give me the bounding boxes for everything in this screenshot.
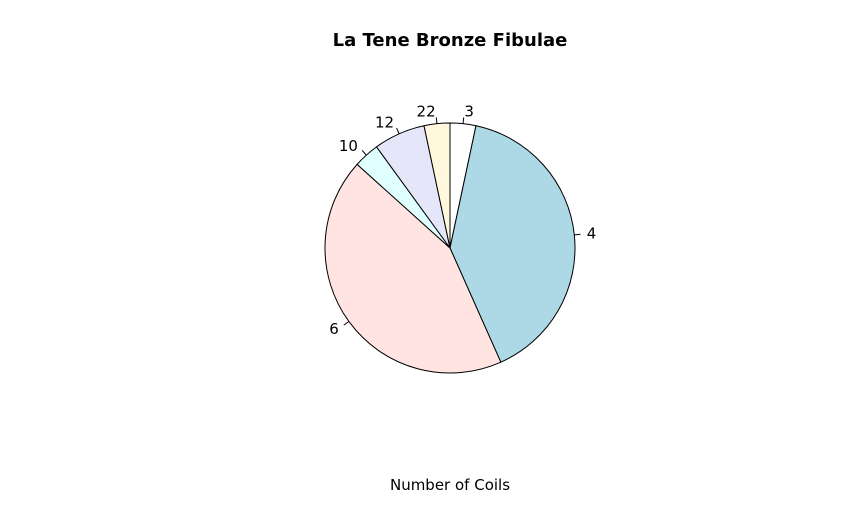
pie-tick-10 [361,150,367,156]
pie-tick-4 [574,233,581,236]
pie-tick-22 [435,117,438,124]
pie-label-3: 3 [464,102,474,120]
pie-tick-12 [396,127,400,135]
pie-label-10: 10 [339,137,358,155]
x-axis-label: Number of Coils [390,476,510,494]
chart-title: La Tene Bronze Fibulae [333,30,568,51]
pie-slice-22 [423,122,451,249]
pie-tick-3 [462,117,465,124]
pie-slice-6 [324,163,502,374]
pie-label-4: 4 [587,225,597,243]
pie-labels: 3 4 6 10 12 22 [329,102,596,338]
pie-label-6: 6 [329,320,339,338]
pie-slice-4 [449,125,576,363]
pie-label-22: 22 [417,102,436,120]
pie-tick-6 [343,321,350,326]
pie-label-12: 12 [375,113,394,131]
pie-slices [324,122,576,374]
